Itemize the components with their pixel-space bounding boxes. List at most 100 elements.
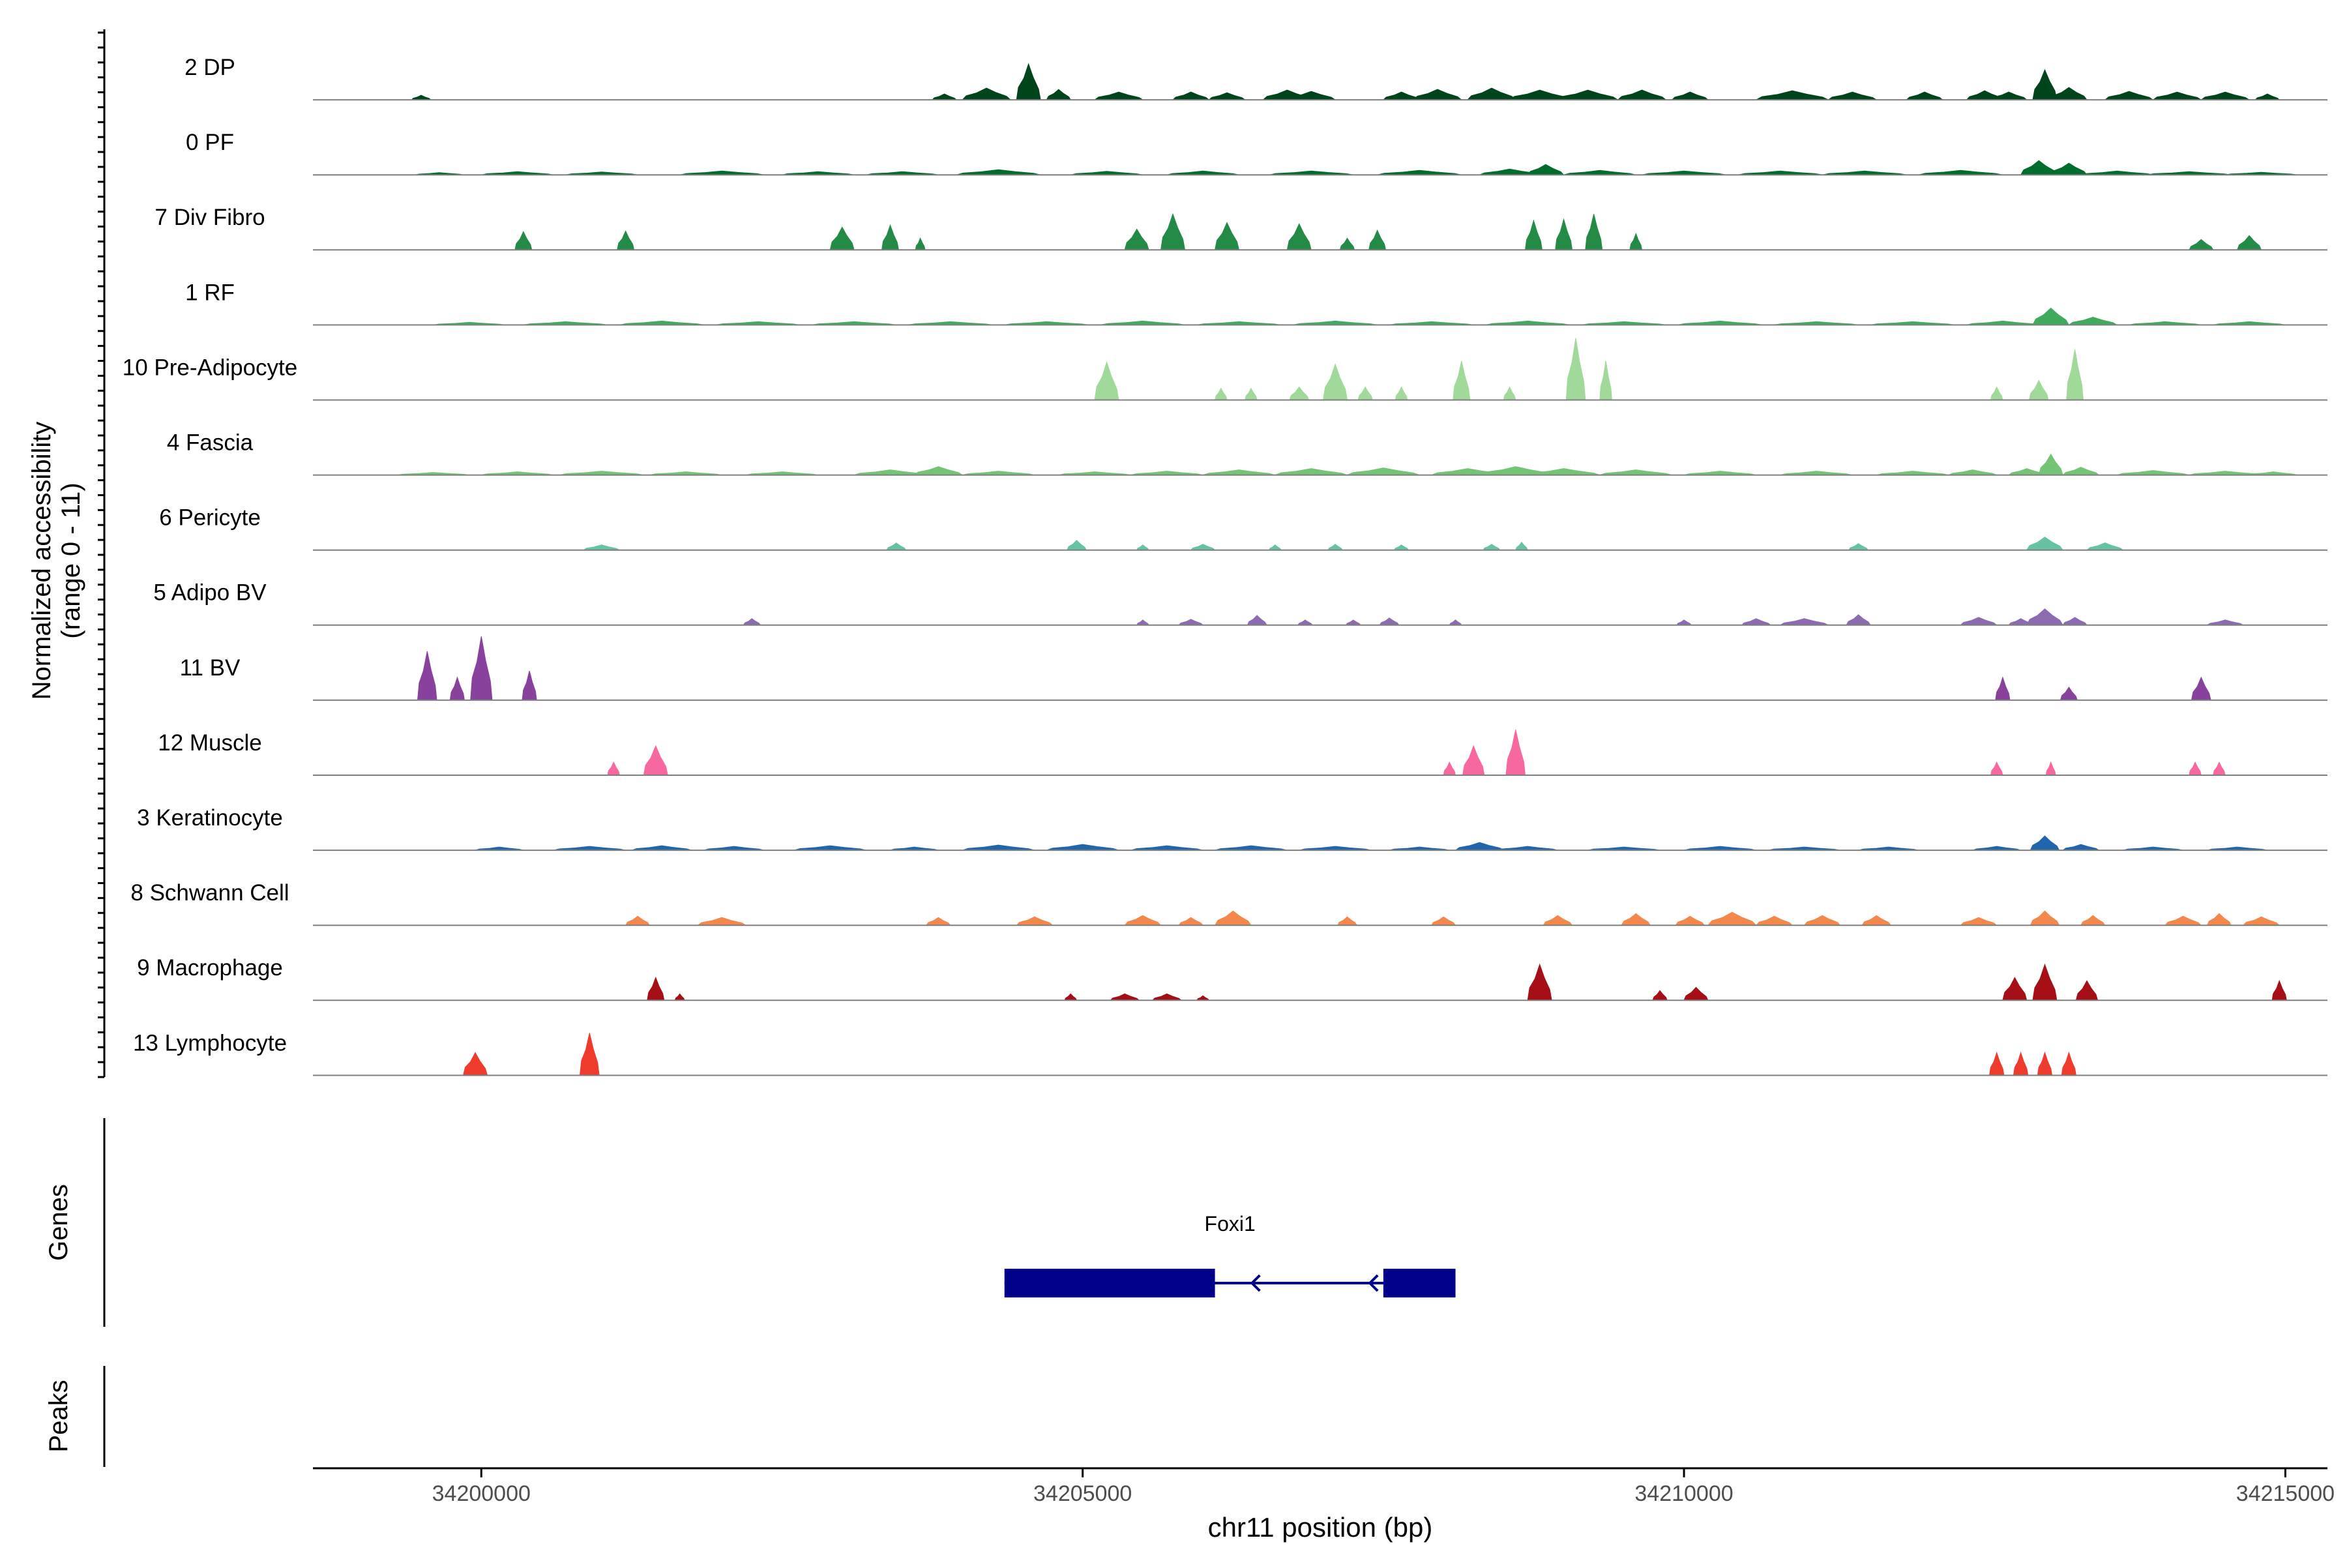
accessibility-peak [579, 1033, 600, 1076]
accessibility-peak [2013, 1051, 2029, 1076]
accessibility-peak [1462, 745, 1485, 776]
accessibility-peak [2028, 379, 2049, 400]
accessibility-peak [2032, 307, 2070, 325]
track-7-div-fibro: 7 Div Fibro [155, 205, 2327, 251]
gene-foxi1: Foxi1 [1004, 1212, 1456, 1297]
track-10-pre-adipocyte: 10 Pre-Adipocyte [123, 338, 2327, 401]
track-label: 9 Macrophage [137, 955, 283, 981]
gene-exon [1004, 1269, 1215, 1297]
track-4-fascia: 4 Fascia [167, 430, 2327, 476]
gene-exon [1383, 1269, 1456, 1297]
accessibility-peak [1555, 218, 1573, 250]
accessibility-peak [449, 676, 465, 701]
accessibility-peak [2030, 835, 2060, 851]
accessibility-peak [1214, 910, 1252, 926]
accessibility-peak [2037, 1051, 2053, 1076]
accessibility-peak [1599, 361, 1612, 400]
track-label: 11 BV [180, 655, 241, 681]
x-axis: 34200000 34205000 34210000 34215000 chr11 p… [313, 1467, 2335, 1543]
accessibility-peak [2030, 910, 2060, 926]
track-label: 10 Pre-Adipocyte [123, 355, 297, 380]
track-label: 5 Adipo BV [153, 580, 267, 606]
coverage-tracks: 2 DP 0 PF 7 Div Fibro 1 RF 10 Pre-Adipocyte 4… [123, 55, 2327, 1076]
accessibility-peak [829, 226, 855, 250]
track-label: 8 Schwann Cell [130, 880, 289, 906]
y-axis-ticks [98, 31, 104, 1078]
accessibility-peak [1585, 214, 1603, 250]
x-axis-tick-label: 34210000 [1634, 1481, 1733, 1506]
accessibility-peak [1214, 222, 1240, 250]
track-8-schwann-cell: 8 Schwann Cell [130, 880, 2327, 926]
accessibility-peak [2038, 453, 2063, 476]
accessibility-peak [1286, 223, 1312, 250]
track-9-macrophage: 9 Macrophage [137, 955, 2327, 1001]
accessibility-peak [647, 976, 665, 1001]
track-label: 0 PF [186, 130, 234, 155]
accessibility-peak [1323, 362, 1348, 400]
track-3-keratinocyte: 3 Keratinocyte [137, 805, 2327, 851]
track-label: 12 Muscle [158, 730, 262, 756]
track-label: 7 Div Fibro [155, 205, 265, 230]
accessibility-peak [1368, 229, 1387, 250]
accessibility-peak [2191, 676, 2211, 701]
accessibility-peak [1094, 361, 1119, 400]
accessibility-peak [2026, 608, 2063, 626]
accessibility-peak [1016, 63, 1041, 100]
y-axis-label-line1: Normalized accessibility [27, 422, 56, 700]
accessibility-peak [1565, 338, 1586, 400]
accessibility-peak [1124, 228, 1149, 250]
accessibility-peak [514, 231, 533, 250]
accessibility-peak [1453, 361, 1471, 400]
track-1-rf: 1 RF [185, 280, 2327, 326]
accessibility-peak [1989, 1051, 2005, 1076]
accessibility-peak [1995, 676, 2011, 701]
genes-panel: Genes Foxi1 [44, 1118, 1456, 1327]
track-12-muscle: 12 Muscle [158, 729, 2327, 776]
accessibility-peak [417, 651, 437, 701]
track-13-lymphocyte: 13 Lymphocyte [133, 1030, 2327, 1076]
y-axis: Normalized accessibility (range 0 - 11) [27, 29, 106, 1078]
accessibility-peak [617, 230, 635, 250]
accessibility-peak [1524, 219, 1543, 250]
accessibility-peak [2002, 977, 2028, 1001]
track-11-bv: 11 BV [180, 636, 2327, 701]
accessibility-peak [2236, 235, 2262, 250]
track-0-pf: 0 PF [186, 130, 2327, 176]
x-axis-tick-label: 34205000 [1033, 1481, 1132, 1506]
gene-name-label: Foxi1 [1205, 1212, 1256, 1235]
accessibility-peak [522, 670, 537, 701]
peaks-axis-label: Peaks [44, 1380, 73, 1452]
track-label: 13 Lymphocyte [133, 1030, 287, 1056]
track-label: 4 Fascia [167, 430, 254, 456]
track-label: 6 Pericyte [159, 505, 261, 531]
strand-arrow [1368, 1274, 1379, 1292]
peaks-panel: Peaks [44, 1366, 106, 1467]
gene-models: Foxi1 [1004, 1212, 1456, 1297]
accessibility-peak [470, 636, 493, 701]
accessibility-peak [2066, 349, 2084, 400]
accessibility-peak [2032, 963, 2058, 1001]
accessibility-peak [462, 1052, 488, 1076]
accessibility-peak [643, 745, 668, 776]
track-2-dp: 2 DP [185, 55, 2327, 101]
track-label: 1 RF [185, 280, 235, 305]
track-6-pericyte: 6 Pericyte [159, 505, 2327, 551]
x-axis-label: chr11 position (bp) [1208, 1512, 1433, 1543]
accessibility-peak [881, 224, 900, 250]
accessibility-peak [2061, 1051, 2076, 1076]
track-label: 2 DP [185, 55, 235, 80]
x-axis-tick-label: 34200000 [432, 1481, 531, 1506]
track-5-adipo-bv: 5 Adipo BV [153, 580, 2327, 626]
accessibility-peak [2271, 979, 2287, 1001]
accessibility-peak [1629, 232, 1643, 250]
x-axis-tick-label: 34215000 [2236, 1481, 2335, 1506]
y-axis-label-line2: (range 0 - 11) [57, 482, 85, 638]
accessibility-peak [1505, 729, 1526, 776]
x-axis-ticks: 34200000 34205000 34210000 34215000 [432, 1468, 2335, 1506]
strand-arrow [1250, 1274, 1261, 1292]
accessibility-peak [1160, 213, 1186, 250]
accessibility-peak [2075, 980, 2099, 1001]
track-label: 3 Keratinocyte [137, 805, 283, 831]
